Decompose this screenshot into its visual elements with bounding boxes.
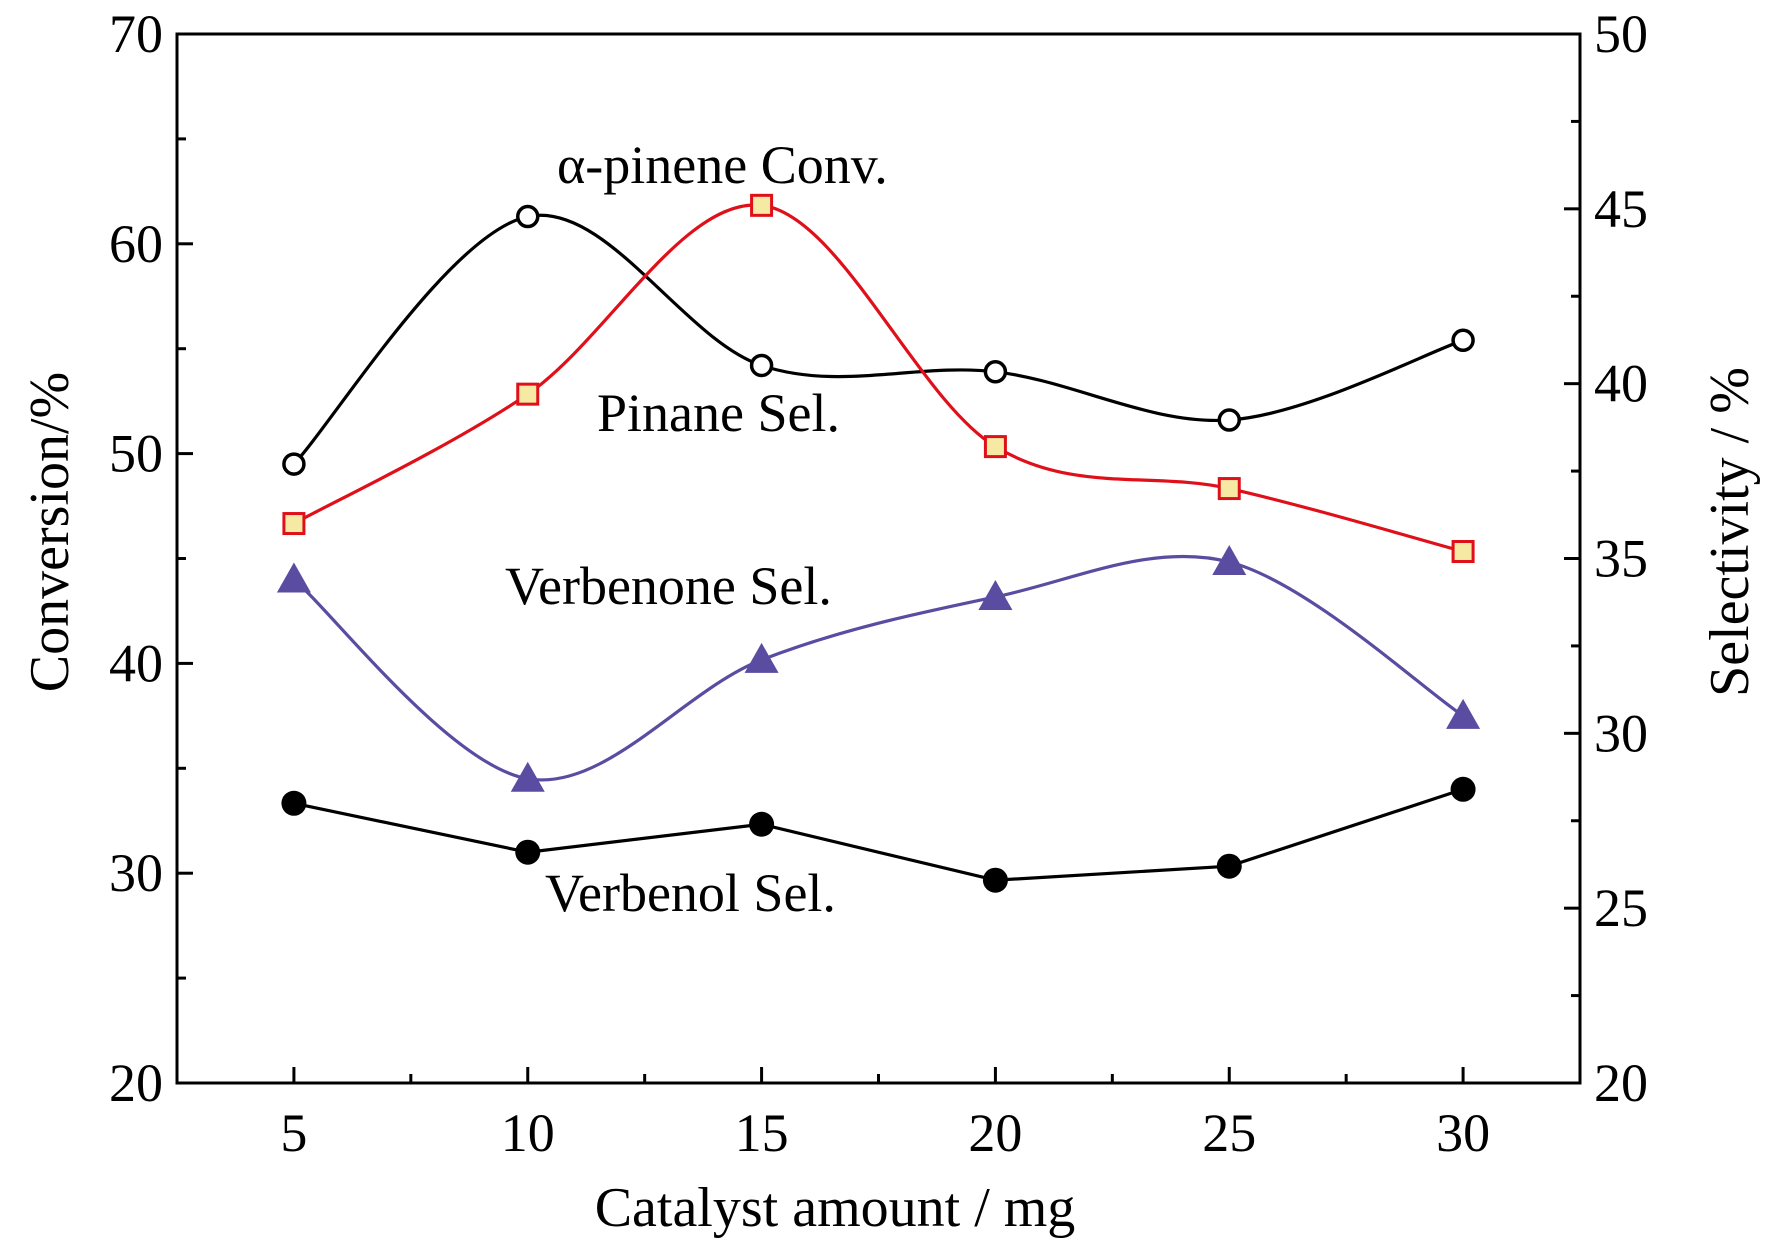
data-point — [515, 839, 541, 865]
y-axis-left: 20 30 40 50 60 70 — [109, 4, 193, 1113]
x-tick-label: 30 — [1436, 1103, 1490, 1163]
y-right-tick-label: 25 — [1594, 878, 1648, 938]
data-point — [516, 382, 540, 406]
y-axis-right: 20 25 30 35 40 45 50 — [1564, 4, 1648, 1113]
x-tick-label: 20 — [968, 1103, 1022, 1163]
data-point — [1212, 544, 1247, 575]
data-point — [276, 562, 311, 593]
data-point — [282, 452, 306, 476]
data-point — [978, 579, 1013, 610]
data-point — [1217, 477, 1241, 501]
data-point — [749, 353, 774, 378]
series-layer — [276, 193, 1481, 893]
x-tick-label: 15 — [735, 1103, 789, 1163]
data-point — [281, 790, 307, 816]
data-point — [982, 867, 1008, 893]
series-1 — [282, 193, 1475, 564]
series-line — [292, 213, 1464, 466]
series-line — [292, 554, 1464, 782]
x-tick-label: 5 — [280, 1103, 307, 1163]
annotation-pinane-sel: Pinane Sel. — [597, 383, 840, 443]
data-point — [510, 761, 545, 792]
data-point — [1450, 776, 1476, 802]
series-line — [293, 203, 1464, 554]
data-point — [1216, 853, 1242, 879]
data-point — [750, 193, 774, 217]
y-right-tick-label: 30 — [1594, 703, 1648, 763]
y-left-tick-label: 50 — [109, 424, 163, 484]
annotation-alpha-pinene-conv: α-pinene Conv. — [557, 135, 888, 195]
series-0 — [282, 204, 1475, 476]
y-right-tick-label: 40 — [1594, 354, 1648, 414]
x-axis: 5 10 15 20 25 30 — [280, 1067, 1490, 1163]
data-point — [1446, 698, 1481, 729]
data-point — [516, 204, 540, 229]
x-tick-label: 25 — [1202, 1103, 1256, 1163]
y-left-tick-label: 30 — [109, 843, 163, 903]
series-2 — [276, 544, 1481, 792]
y-left-tick-label: 60 — [109, 214, 163, 274]
y-axis-right-title: Selectivity / % — [1699, 367, 1761, 697]
data-point — [983, 360, 1008, 384]
x-tick-label: 10 — [501, 1103, 555, 1163]
data-point — [983, 435, 1007, 459]
data-point — [1451, 328, 1475, 353]
data-point — [282, 512, 306, 536]
y-right-tick-label: 45 — [1594, 179, 1648, 239]
data-point — [1217, 408, 1241, 432]
y-left-tick-label: 40 — [109, 633, 163, 693]
data-point — [1451, 540, 1475, 564]
annotation-verbenone-sel: Verbenone Sel. — [505, 556, 832, 616]
x-axis-title: Catalyst amount / mg — [595, 1177, 1076, 1239]
y-axis-left-title: Conversion/% — [19, 372, 81, 692]
y-left-tick-label: 20 — [109, 1053, 163, 1113]
y-right-tick-label: 50 — [1594, 4, 1648, 64]
data-point — [749, 811, 775, 837]
y-right-tick-label: 35 — [1594, 529, 1648, 589]
annotation-verbenol-sel: Verbenol Sel. — [545, 863, 836, 923]
series-3 — [281, 776, 1476, 893]
y-left-tick-label: 70 — [109, 4, 163, 64]
series-line — [293, 787, 1464, 882]
data-point — [744, 642, 779, 673]
y-right-tick-label: 20 — [1594, 1053, 1648, 1113]
